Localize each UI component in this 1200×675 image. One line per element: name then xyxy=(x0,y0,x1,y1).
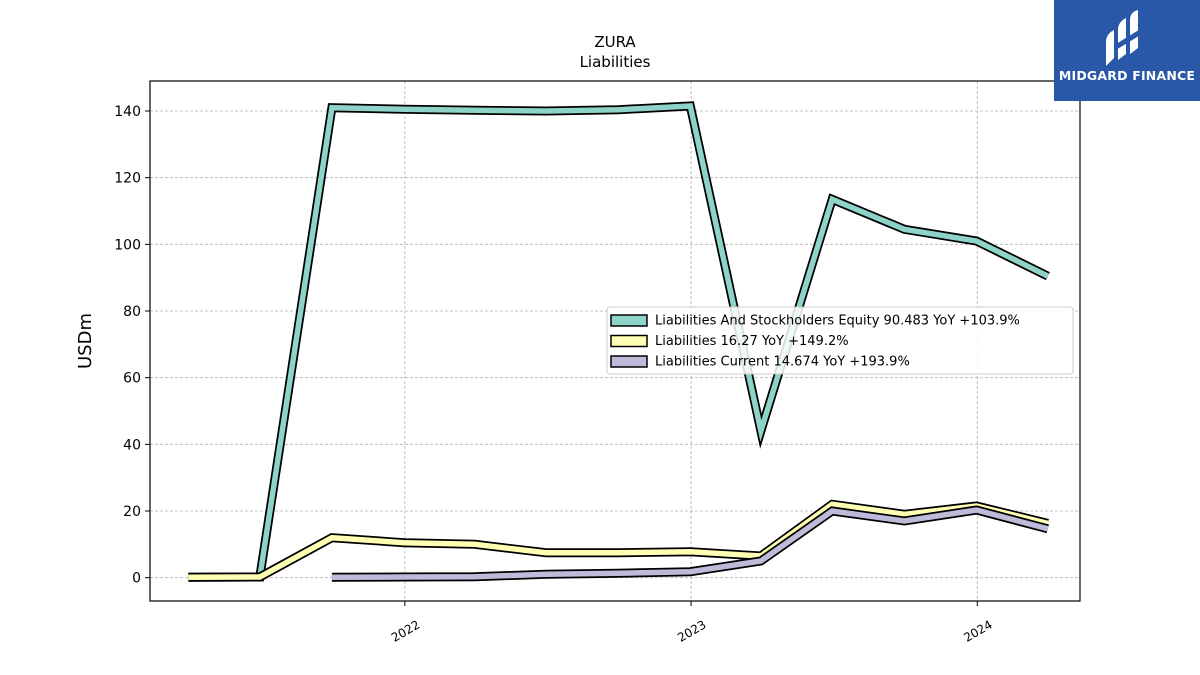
y-tick-label: 20 xyxy=(123,504,141,520)
plot-frame xyxy=(149,80,1081,602)
midgard-finance-logo-icon xyxy=(1106,10,1142,66)
y-tick-label: 140 xyxy=(114,104,141,120)
x-tick-label: 2022 xyxy=(389,617,422,644)
chart-subtitle: Liabilities xyxy=(580,53,651,71)
series-1-line xyxy=(188,501,1049,581)
y-axis-label: USDm xyxy=(75,313,96,369)
y-tick-label: 120 xyxy=(114,171,141,187)
legend-swatch-2 xyxy=(610,355,648,368)
chart-title: ZURA xyxy=(594,33,636,51)
x-tick-label: 2024 xyxy=(961,617,994,644)
legend-swatch-0 xyxy=(610,314,648,327)
series-2-line xyxy=(331,507,1049,581)
series-0-line xyxy=(188,103,1050,581)
y-tick-label: 0 xyxy=(132,571,141,587)
y-tick-label: 80 xyxy=(123,304,141,320)
legend-box xyxy=(606,306,1074,375)
y-tick-label: 40 xyxy=(123,437,141,453)
logo-text: MIDGARD FINANCE xyxy=(1058,68,1196,83)
midgard-finance-logo: MIDGARD FINANCE xyxy=(1054,0,1200,101)
x-tick-label: 2023 xyxy=(675,617,708,644)
legend-label-0: Liabilities And Stockholders Equity 90.4… xyxy=(655,314,1020,329)
legend-label-1: Liabilities 16.27 YoY +149.2% xyxy=(655,334,849,349)
y-tick-label: 100 xyxy=(114,237,141,253)
legend-label-2: Liabilities Current 14.674 YoY +193.9% xyxy=(655,355,910,370)
legend-swatch-1 xyxy=(610,334,648,348)
y-tick-label: 60 xyxy=(123,371,141,387)
